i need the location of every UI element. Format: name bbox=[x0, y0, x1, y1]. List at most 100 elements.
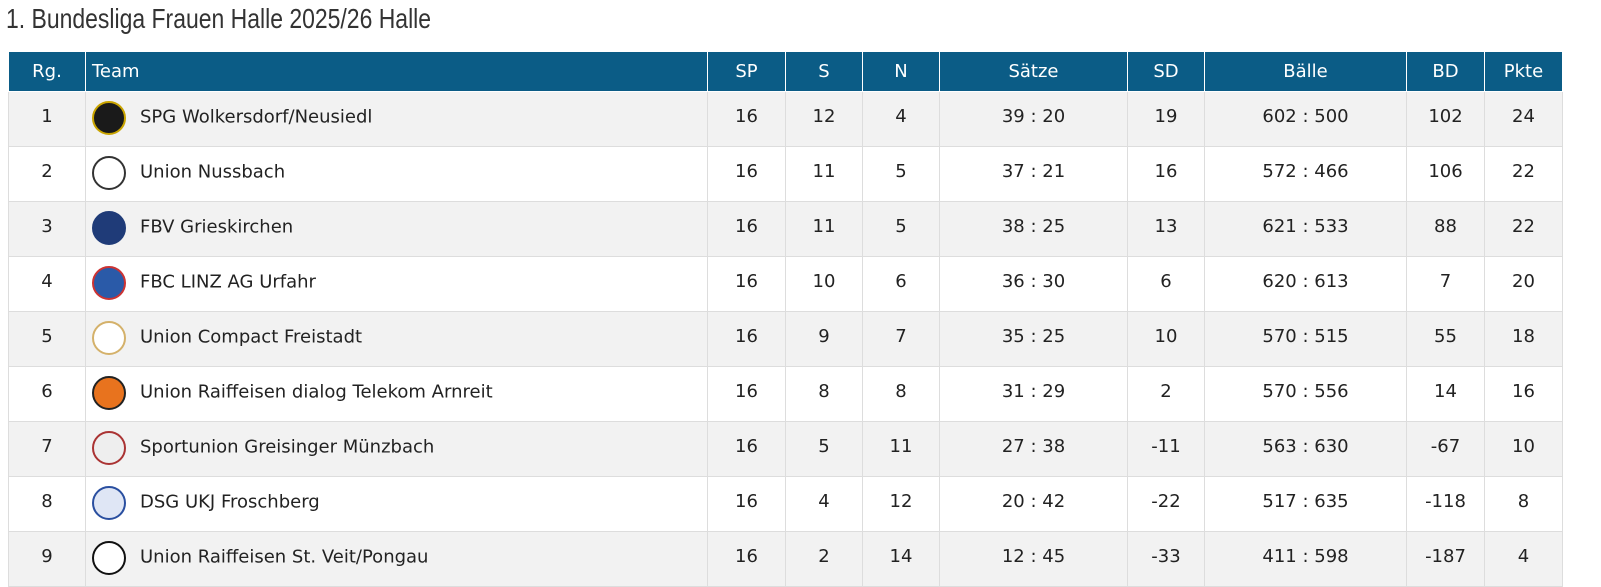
table-cell: 16 bbox=[707, 366, 786, 422]
table-cell: 8 bbox=[1484, 476, 1563, 532]
table-cell: -33 bbox=[1127, 531, 1205, 587]
table-cell: 570 : 515 bbox=[1204, 311, 1407, 367]
team-name: SPG Wolkersdorf/Neusiedl bbox=[140, 106, 373, 127]
table-cell: 1 bbox=[8, 91, 86, 147]
table-cell: 18 bbox=[1484, 311, 1563, 367]
table-cell: 10 bbox=[1127, 311, 1205, 367]
column-header: Team bbox=[85, 52, 708, 92]
table-cell: 16 bbox=[707, 146, 786, 202]
team-name: Sportunion Greisinger Münzbach bbox=[140, 436, 435, 457]
table-cell: 16 bbox=[707, 91, 786, 147]
table-cell: 88 bbox=[1406, 201, 1485, 257]
table-cell: 16 bbox=[707, 476, 786, 532]
table-cell: 9 bbox=[785, 311, 863, 367]
team-name: FBV Grieskirchen bbox=[140, 216, 294, 237]
team-cell: Union Raiffeisen St. Veit/Pongau bbox=[85, 531, 708, 587]
team-logo bbox=[92, 485, 126, 520]
team-logo bbox=[92, 375, 126, 410]
table-cell: 102 bbox=[1406, 91, 1485, 147]
page: {"title": "1. Bundesliga Frauen Halle 20… bbox=[6, 3, 1563, 587]
table-row: 7 Sportunion Greisinger Münzbach 16 5 11 27 :… bbox=[8, 421, 1563, 477]
table-cell: 8 bbox=[862, 366, 940, 422]
table-cell: 6 bbox=[8, 366, 86, 422]
table-cell: 20 : 42 bbox=[939, 476, 1128, 532]
team-cell: SPG Wolkersdorf/Neusiedl bbox=[85, 91, 708, 147]
table-cell: 7 bbox=[862, 311, 940, 367]
table-cell: 16 bbox=[707, 256, 786, 312]
table-cell: -67 bbox=[1406, 421, 1485, 477]
table-cell: 11 bbox=[785, 146, 863, 202]
table-cell: -118 bbox=[1406, 476, 1485, 532]
table-cell: 602 : 500 bbox=[1204, 91, 1407, 147]
table-cell: 570 : 556 bbox=[1204, 366, 1407, 422]
table-cell: 12 bbox=[785, 91, 863, 147]
table-cell: 9 bbox=[8, 531, 86, 587]
table-cell: 39 : 20 bbox=[939, 91, 1128, 147]
team-name: Union Nussbach bbox=[140, 161, 286, 182]
header-row: Rg. Team SP S N Sätze SD Bälle BD Pkte bbox=[8, 52, 1563, 92]
table-cell: 5 bbox=[785, 421, 863, 477]
table-cell: 38 : 25 bbox=[939, 201, 1128, 257]
table-cell: 11 bbox=[785, 201, 863, 257]
table-cell: 10 bbox=[785, 256, 863, 312]
table-cell: 8 bbox=[785, 366, 863, 422]
table-cell: 620 : 613 bbox=[1204, 256, 1407, 312]
team-cell: Union Raiffeisen dialog Telekom Arnreit bbox=[85, 366, 708, 422]
table-cell: 24 bbox=[1484, 91, 1563, 147]
table-cell: 4 bbox=[1484, 531, 1563, 587]
table-cell: -187 bbox=[1406, 531, 1485, 587]
table-cell: 16 bbox=[1127, 146, 1205, 202]
table-cell: 31 : 29 bbox=[939, 366, 1128, 422]
team-cell: DSG UKJ Froschberg bbox=[85, 476, 708, 532]
table-cell: 7 bbox=[8, 421, 86, 477]
team-name: FBC LINZ AG Urfahr bbox=[140, 271, 316, 292]
column-header: BD bbox=[1406, 52, 1485, 92]
column-header: Bälle bbox=[1204, 52, 1407, 92]
table-cell: 16 bbox=[707, 421, 786, 477]
table-cell: 2 bbox=[1127, 366, 1205, 422]
team-logo bbox=[92, 210, 126, 245]
column-header: N bbox=[862, 52, 940, 92]
team-cell: Sportunion Greisinger Münzbach bbox=[85, 421, 708, 477]
table-cell: 22 bbox=[1484, 146, 1563, 202]
table-cell: 5 bbox=[862, 201, 940, 257]
team-name: Union Raiffeisen St. Veit/Pongau bbox=[140, 546, 429, 567]
team-logo bbox=[92, 100, 126, 135]
team-logo bbox=[92, 430, 126, 465]
table-cell: 517 : 635 bbox=[1204, 476, 1407, 532]
column-header: S bbox=[785, 52, 863, 92]
table-cell: 14 bbox=[1406, 366, 1485, 422]
table-cell: 5 bbox=[862, 146, 940, 202]
team-name: DSG UKJ Froschberg bbox=[140, 491, 320, 512]
table-cell: 19 bbox=[1127, 91, 1205, 147]
team-logo bbox=[92, 155, 126, 190]
table-cell: 6 bbox=[862, 256, 940, 312]
column-header: SP bbox=[707, 52, 786, 92]
table-cell: 6 bbox=[1127, 256, 1205, 312]
table-row: 4 FBC LINZ AG Urfahr 16 10 6 36 : 30 6 620 : 61… bbox=[8, 256, 1563, 312]
table-cell: 35 : 25 bbox=[939, 311, 1128, 367]
column-header: Rg. bbox=[8, 52, 86, 92]
team-name: Union Compact Freistadt bbox=[140, 326, 363, 347]
table-cell: 4 bbox=[8, 256, 86, 312]
table-cell: -11 bbox=[1127, 421, 1205, 477]
table-row: 6 Union Raiffeisen dialog Telekom Arnreit… bbox=[8, 366, 1563, 422]
table-cell: 12 bbox=[862, 476, 940, 532]
table-row: 5 Union Compact Freistadt 16 9 7 35 : 25 10 570… bbox=[8, 311, 1563, 367]
table-cell: 16 bbox=[1484, 366, 1563, 422]
table-cell: 16 bbox=[707, 531, 786, 587]
team-cell: Union Compact Freistadt bbox=[85, 311, 708, 367]
table-cell: 106 bbox=[1406, 146, 1485, 202]
table-cell: 13 bbox=[1127, 201, 1205, 257]
table-cell: 22 bbox=[1484, 201, 1563, 257]
table-cell: 14 bbox=[862, 531, 940, 587]
table-cell: 2 bbox=[785, 531, 863, 587]
table-cell: 11 bbox=[862, 421, 940, 477]
table-cell: 7 bbox=[1406, 256, 1485, 312]
standings-table: Rg. Team SP S N Sätze SD Bälle BD Pkte 1 SPG Wolke… bbox=[8, 52, 1563, 587]
table-cell: 12 : 45 bbox=[939, 531, 1128, 587]
table-cell: 16 bbox=[707, 311, 786, 367]
table-cell: 621 : 533 bbox=[1204, 201, 1407, 257]
team-logo bbox=[92, 320, 126, 355]
team-cell: Union Nussbach bbox=[85, 146, 708, 202]
